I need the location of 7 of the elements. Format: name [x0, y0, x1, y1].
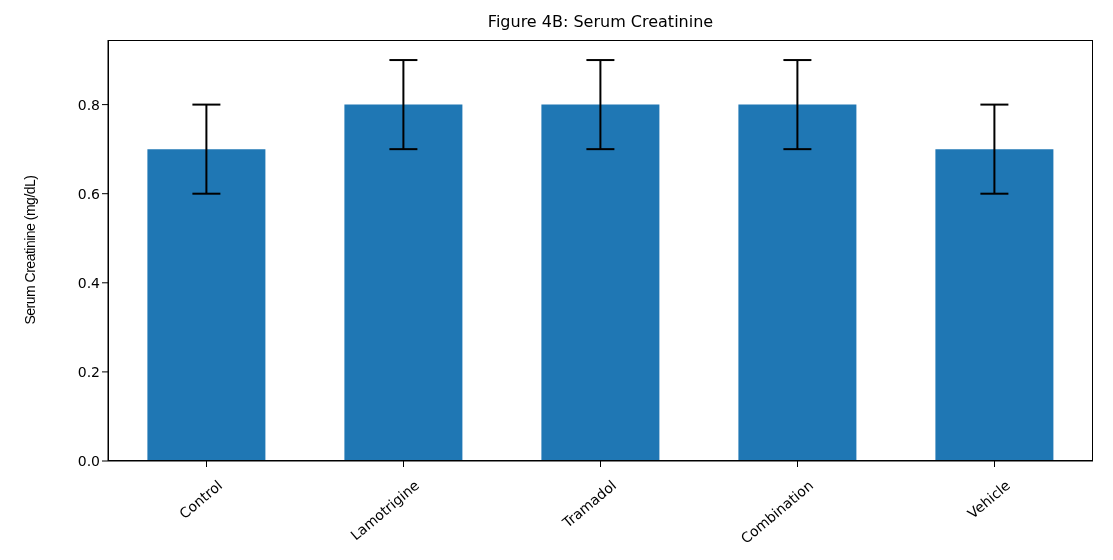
y-tick-label: 0.2 — [77, 363, 100, 380]
y-tick-label: 0.8 — [77, 96, 100, 113]
y-axis-title: Serum Creatinine (mg/dL) — [22, 175, 38, 325]
chart-title: Figure 4B: Serum Creatinine — [486, 12, 715, 31]
y-tick-label: 0.4 — [77, 274, 101, 291]
y-tick-label: 0.6 — [77, 185, 101, 202]
y-tick-label: 0.0 — [77, 452, 100, 469]
